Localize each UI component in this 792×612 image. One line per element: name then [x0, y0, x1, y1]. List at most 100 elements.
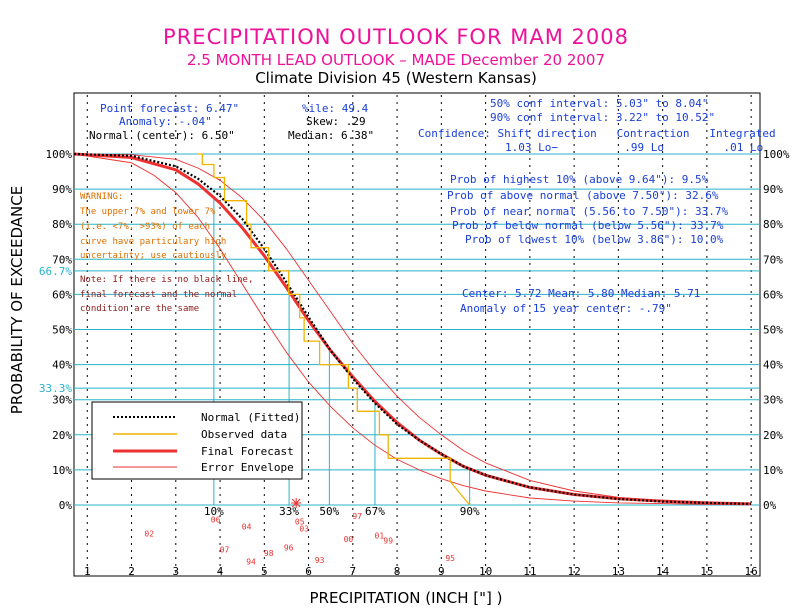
confidence-values: 1.03 Lo− .99 Lo .01 Lo: [505, 141, 763, 154]
x-tick-label: 3: [172, 565, 179, 578]
x-tick-label: 11: [523, 565, 536, 578]
y-tick-label-left: 40%: [52, 359, 72, 372]
x-tick-label: 9: [438, 565, 445, 578]
legend-label-observed: Observed data: [201, 428, 287, 441]
year-label: 02: [144, 530, 154, 539]
conf-50: 50% conf interval: 5.03" to 8.04": [490, 97, 709, 110]
prob-highest-10: Prob of highest 10% (above 9.64"): 9.5%: [450, 173, 709, 186]
x-tick-label: 8: [394, 565, 401, 578]
normal-center: Normal (center): 6.50": [89, 129, 235, 142]
prob-above-normal: Prob of above normal (above 7.50"): 32.6…: [447, 189, 719, 202]
series-observed-data: [197, 153, 471, 506]
anomaly: Anomaly: -.04": [119, 115, 212, 128]
tercile-label: 33.3%: [39, 382, 72, 395]
legend-box: [91, 401, 303, 480]
warning-line: curve have particulary high: [80, 237, 226, 247]
x-axis-title: PRECIPITATION (INCH ["] ): [309, 589, 502, 607]
plot-frame: [73, 92, 761, 577]
series-layer: [73, 152, 752, 506]
black-line-note: Note: If there is no black line, final f…: [80, 275, 253, 314]
y-axis-title: PROBABILITY OF EXCEEDANCE: [8, 186, 26, 414]
y-tick-label-left: 20%: [52, 429, 72, 442]
series-final-forecast: [73, 152, 752, 506]
point-forecast: Point forecast: 6.47": [100, 102, 239, 115]
chart-subtitle: 2.5 MONTH LEAD OUTLOOK – MADE December 2…: [187, 51, 605, 69]
median-value: Median: 6.38": [288, 129, 374, 142]
legend-label-envelope: Error Envelope: [201, 461, 294, 474]
year-label: 01: [375, 531, 385, 540]
series-error-envelope-upper: [73, 153, 752, 505]
x-tick-label: 1: [84, 565, 91, 578]
confidence-header: Confidence: Shift direction Contraction …: [418, 127, 776, 140]
y-tick-label-left: 50%: [52, 324, 72, 337]
y-tick-label-right: 40%: [763, 359, 783, 372]
year-label: 06: [211, 516, 221, 525]
center-anomaly: Anomaly of 15 year center: -.79": [460, 302, 672, 315]
x-tick-label: 7: [350, 565, 357, 578]
y-tick-label-right: 100%: [763, 148, 790, 161]
climate-division: Climate Division 45 (Western Kansas): [255, 69, 537, 87]
y-tick-label-right: 30%: [763, 394, 783, 407]
year-label: 97: [352, 512, 362, 521]
y-tick-label-right: 90%: [763, 183, 783, 196]
year-label: 00: [344, 535, 354, 544]
y-tick-label-right: 80%: [763, 218, 783, 231]
x-tick-label: 12: [567, 565, 580, 578]
note-line: final forecast and the normal: [80, 290, 237, 300]
prob-near-normal: Prob of near normal (5.56 to 7.50"): 33.…: [450, 205, 729, 218]
warning-line: WARNING:: [80, 192, 123, 202]
y-tick-label-right: 50%: [763, 324, 783, 337]
percentile-label: 50%: [319, 505, 339, 518]
prob-below-normal: Prob of below normal (below 5.56"): 33.7…: [452, 219, 724, 232]
legend-label-normal: Normal (Fitted): [201, 411, 300, 424]
year-label: 95: [445, 554, 455, 563]
warning-line: The upper 7% and lower 7%: [80, 207, 216, 217]
note-line: Note: If there is no black line,: [80, 275, 253, 285]
y-tick-label-right: 10%: [763, 464, 783, 477]
y-tick-label-left: 10%: [52, 464, 72, 477]
x-tick-label: 13: [612, 565, 625, 578]
y-tick-label-right: 20%: [763, 429, 783, 442]
skew-value: Skew: .29: [306, 115, 366, 128]
x-tick-label: 5: [261, 565, 268, 578]
center-mean-median: Center: 5.72 Mean: 5.80 Median: 5.71: [462, 287, 700, 300]
percentile-label: 33%: [279, 505, 299, 518]
year-label: 99: [383, 537, 393, 546]
conf-90: 90% conf interval: 3.22" to 10.52": [490, 111, 715, 124]
year-label: 03: [299, 524, 309, 533]
year-label: 07: [220, 545, 230, 554]
y-tick-label-left: 70%: [52, 253, 72, 266]
year-label: 04: [242, 523, 252, 532]
probability-block: Prob of highest 10% (above 9.64"): 9.5% …: [447, 173, 729, 246]
chart-title: PRECIPITATION OUTLOOK FOR MAM 2008: [163, 25, 629, 49]
axis-layer: 1 2 3 4 5 6 7 8 9 10 11 12 13 14 15 160% 0%10% 10%20% 20%3…: [39, 148, 790, 578]
y-tick-label-left: 80%: [52, 218, 72, 231]
series-error-envelope-lower: [73, 153, 752, 506]
tercile-label: 66.7%: [39, 265, 72, 278]
legend-label-forecast: Final Forecast: [201, 445, 294, 458]
percentile-label: 90%: [460, 505, 480, 518]
x-tick-label: 14: [656, 565, 670, 578]
x-tick-label: 16: [745, 565, 758, 578]
center-info: Center: 5.72 Mean: 5.80 Median: 5.71 Ano…: [460, 287, 700, 315]
x-tick-label: 15: [700, 565, 713, 578]
y-tick-label-right: 0%: [763, 499, 777, 512]
year-label: 94: [246, 558, 256, 567]
x-tick-label: 2: [128, 565, 135, 578]
stats-block: Point forecast: 6.47" Anomaly: -.04" Nor…: [89, 97, 776, 154]
percentile-label: 10%: [204, 505, 224, 518]
year-label: 98: [264, 549, 274, 558]
legend: Normal (Fitted) Observed data Final Fore…: [91, 401, 303, 480]
y-tick-label-right: 70%: [763, 253, 783, 266]
forecast-asterisk: [291, 498, 301, 508]
x-tick-label: 10: [479, 565, 492, 578]
note-line: condition are the same: [80, 304, 199, 314]
prob-lowest-10: Prob of lowest 10% (below 3.86"): 10.0%: [465, 233, 724, 246]
warning-line: (i.e. <7%, >93%) of each: [80, 222, 210, 232]
x-tick-label: 4: [217, 565, 224, 578]
y-tick-label-left: 90%: [52, 183, 72, 196]
percentile-label: 67%: [365, 505, 385, 518]
warning-line: uncertainty; use cautiously: [80, 251, 227, 261]
